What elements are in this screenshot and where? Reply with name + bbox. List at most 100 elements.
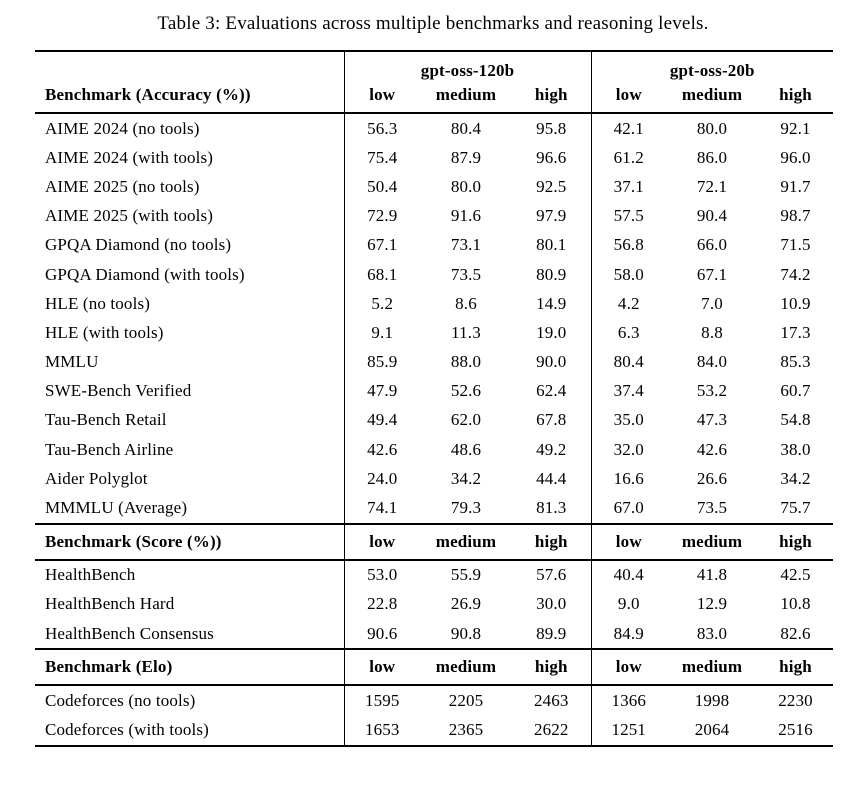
value-cell-gpt-oss-20b-medium: 7.0: [701, 293, 723, 313]
value-cell-gpt-oss-120b-low: 50.4: [343, 172, 420, 202]
value-cell-gpt-oss-20b-high: 17.3: [780, 322, 811, 342]
value-cell-gpt-oss-120b-medium: 91.6: [450, 206, 482, 226]
value-cell-gpt-oss-120b-low: 74.1: [343, 493, 420, 524]
value-cell-gpt-oss-20b-low: 42.1: [590, 113, 667, 144]
table-row: GPQA Diamond (no tools) 67.1 73.1 80.1 56.8 6…: [35, 230, 833, 260]
value-cell-gpt-oss-20b-high: 54.8: [780, 410, 811, 430]
value-cell-gpt-oss-120b-high: 96.6: [536, 147, 567, 167]
value-cell-gpt-oss-120b-high: 30.0: [536, 594, 567, 614]
table-row: AIME 2024 (with tools) 75.4 87.9 96.6 61.2 86…: [35, 143, 833, 173]
value-cell-gpt-oss-20b-medium: 8.8: [701, 322, 723, 342]
value-cell-gpt-oss-120b-medium: 88.0: [450, 352, 482, 372]
value-cell-gpt-oss-20b-high: 82.6: [780, 623, 811, 643]
value-cell-gpt-oss-20b-medium: 47.3: [696, 410, 728, 430]
value-cell-gpt-oss-20b-low: 6.3: [590, 318, 667, 348]
model-group-row: gpt-oss-120b gpt-oss-20b: [35, 51, 834, 82]
level-header-medium: medium: [666, 82, 759, 114]
value-cell-gpt-oss-20b-high: 85.3: [780, 352, 811, 372]
value-cell-gpt-oss-20b-medium: 53.2: [696, 381, 728, 401]
benchmark-label: Codeforces (no tools): [45, 690, 196, 710]
value-cell-gpt-oss-120b-low: 42.6: [343, 435, 420, 465]
table-row: HealthBench 53.0 55.9 57.6 40.4 41.8 42.5: [35, 559, 833, 590]
value-cell-gpt-oss-120b-low: 90.6: [343, 619, 420, 650]
value-cell-gpt-oss-120b-medium: 52.6: [450, 381, 482, 401]
table-row: HLE (with tools) 9.1 11.3 19.0 6.3 8.8 17.3: [35, 318, 833, 348]
table-row: AIME 2024 (no tools) 56.3 80.4 95.8 42.1 80.0…: [35, 113, 833, 144]
value-cell-gpt-oss-120b-low: 5.2: [343, 289, 420, 319]
value-cell-gpt-oss-20b-high: 75.7: [780, 498, 811, 518]
value-cell-gpt-oss-120b-high: 90.0: [536, 352, 567, 372]
value-cell-gpt-oss-20b-medium: 42.6: [696, 439, 728, 459]
value-cell-gpt-oss-20b-high: 60.7: [780, 381, 811, 401]
value-cell-gpt-oss-120b-high: 19.0: [536, 322, 567, 342]
benchmark-label: HealthBench Consensus: [45, 623, 214, 643]
level-header-high: high: [512, 82, 592, 114]
level-header-low: low: [343, 522, 420, 561]
benchmark-label: Aider Polyglot: [45, 468, 148, 488]
level-header-low: low: [343, 82, 420, 114]
value-cell-gpt-oss-120b-low: 56.3: [343, 113, 420, 144]
value-cell-gpt-oss-20b-low: 1251: [590, 715, 667, 746]
value-cell-gpt-oss-20b-low: 40.4: [590, 559, 667, 590]
value-cell-gpt-oss-20b-medium: 84.0: [696, 352, 728, 372]
value-cell-gpt-oss-120b-medium: 8.6: [455, 293, 477, 313]
level-header-high: high: [758, 648, 834, 687]
value-cell-gpt-oss-120b-low: 53.0: [343, 559, 420, 590]
value-cell-gpt-oss-120b-medium: 80.4: [450, 118, 482, 138]
table-row: SWE-Bench Verified 47.9 52.6 62.4 37.4 53.2 60…: [35, 376, 833, 406]
table-row: Tau-Bench Airline 42.6 48.6 49.2 32.0 42.6 38.…: [35, 435, 833, 465]
value-cell-gpt-oss-120b-high: 95.8: [536, 118, 567, 138]
value-cell-gpt-oss-120b-high: 92.5: [536, 176, 567, 196]
benchmark-label: MMLU: [45, 352, 99, 372]
value-cell-gpt-oss-20b-low: 4.2: [590, 289, 667, 319]
value-cell-gpt-oss-20b-low: 1366: [590, 685, 667, 716]
value-cell-gpt-oss-120b-low: 75.4: [343, 143, 420, 173]
value-cell-gpt-oss-120b-low: 49.4: [343, 405, 420, 436]
benchmark-label: Codeforces (with tools): [45, 719, 209, 739]
model-group-gpt-oss-120b: gpt-oss-120b: [343, 51, 592, 82]
value-cell-gpt-oss-20b-high: 71.5: [780, 235, 811, 255]
value-cell-gpt-oss-120b-medium: 90.8: [450, 623, 482, 643]
benchmark-label: HealthBench: [45, 565, 136, 585]
value-cell-gpt-oss-120b-low: 24.0: [343, 464, 420, 494]
value-cell-gpt-oss-20b-high: 38.0: [780, 439, 811, 459]
value-cell-gpt-oss-20b-high: 42.5: [780, 565, 811, 585]
value-cell-gpt-oss-20b-low: 9.0: [590, 589, 667, 619]
section-header-label: Benchmark (Score (%)): [35, 522, 344, 561]
value-cell-gpt-oss-20b-high: 10.8: [780, 594, 811, 614]
section-header-row: Benchmark (Score (%)) low medium high low med…: [35, 522, 834, 561]
value-cell-gpt-oss-20b-high: 92.1: [780, 118, 811, 138]
value-cell-gpt-oss-120b-medium: 26.9: [450, 594, 482, 614]
value-cell-gpt-oss-120b-high: 62.4: [536, 381, 567, 401]
value-cell-gpt-oss-120b-low: 85.9: [343, 347, 420, 377]
value-cell-gpt-oss-120b-high: 49.2: [536, 439, 567, 459]
value-cell-gpt-oss-20b-high: 2516: [778, 719, 813, 739]
benchmark-label: AIME 2025 (with tools): [45, 206, 214, 226]
value-cell-gpt-oss-20b-medium: 86.0: [696, 147, 728, 167]
value-cell-gpt-oss-120b-high: 89.9: [536, 623, 567, 643]
value-cell-gpt-oss-120b-medium: 87.9: [450, 147, 482, 167]
value-cell-gpt-oss-20b-medium: 72.1: [696, 176, 728, 196]
value-cell-gpt-oss-120b-high: 57.6: [536, 565, 567, 585]
value-cell-gpt-oss-120b-medium: 73.1: [450, 235, 482, 255]
value-cell-gpt-oss-120b-high: 80.9: [536, 264, 567, 284]
value-cell-gpt-oss-20b-high: 91.7: [780, 176, 811, 196]
table-row: Tau-Bench Retail 49.4 62.0 67.8 35.0 47.3 54.8: [35, 405, 833, 436]
benchmark-label: HLE (with tools): [45, 322, 164, 342]
value-cell-gpt-oss-20b-low: 16.6: [590, 464, 667, 494]
table-row: Codeforces (with tools) 1653 2365 2622 1251 2…: [35, 715, 833, 746]
section-header-row: Benchmark (Elo) low medium high low medium hig…: [35, 648, 834, 687]
value-cell-gpt-oss-20b-medium: 83.0: [696, 623, 728, 643]
level-header-high: high: [758, 522, 834, 561]
value-cell-gpt-oss-120b-medium: 55.9: [450, 565, 482, 585]
value-cell-gpt-oss-120b-medium: 80.0: [450, 176, 482, 196]
value-cell-gpt-oss-120b-high: 80.1: [536, 235, 567, 255]
value-cell-gpt-oss-120b-medium: 2365: [448, 719, 484, 739]
value-cell-gpt-oss-120b-high: 44.4: [536, 468, 567, 488]
value-cell-gpt-oss-20b-low: 84.9: [590, 619, 667, 650]
value-cell-gpt-oss-20b-low: 37.1: [590, 172, 667, 202]
value-cell-gpt-oss-20b-medium: 41.8: [696, 565, 728, 585]
table-row: HealthBench Hard 22.8 26.9 30.0 9.0 12.9 10.8: [35, 589, 833, 619]
level-header-high: high: [512, 522, 592, 561]
